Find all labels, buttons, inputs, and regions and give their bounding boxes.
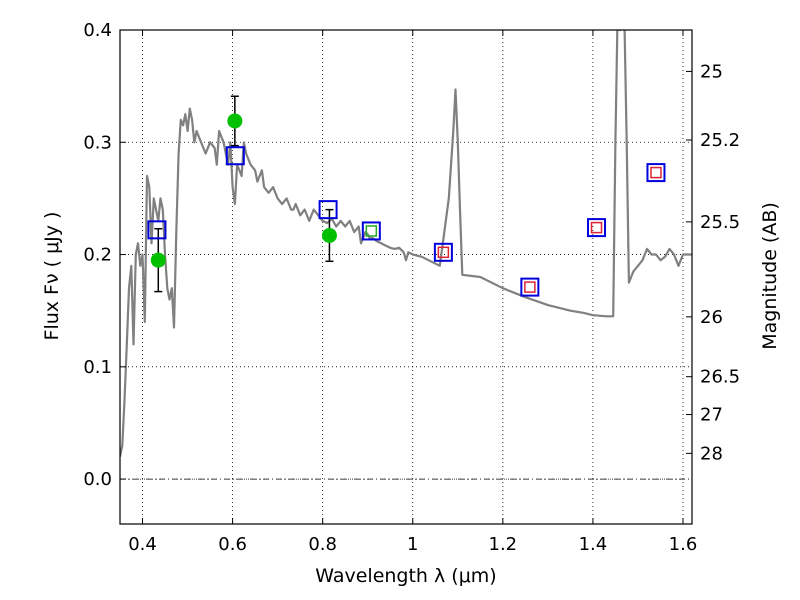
data-point <box>150 252 166 268</box>
model-square <box>147 220 167 240</box>
inner-square <box>524 281 536 293</box>
y-tick-label: 0.3 <box>83 132 112 153</box>
model-square <box>646 163 666 183</box>
x-tick-label: 1.2 <box>489 534 518 555</box>
model-square <box>433 242 453 262</box>
y2-tick-label: 25.2 <box>700 130 740 151</box>
model-square <box>587 218 607 238</box>
y2-tick-label: 26 <box>700 307 723 328</box>
y2-axis-label: Magnitude (AB) <box>759 202 781 350</box>
inner-square <box>590 221 603 234</box>
x-axis-label: Wavelength λ (μm) <box>315 565 496 587</box>
plot-frame <box>119 29 693 525</box>
y-tick-label: 0.2 <box>83 245 112 266</box>
y-axis-label: Flux Fν ( μJy ) <box>41 212 63 341</box>
x-tick-label: 0.6 <box>218 534 247 555</box>
x-tick-label: 0.8 <box>308 534 337 555</box>
x-tick-label: 1.4 <box>579 534 608 555</box>
x-tick-label: 0.4 <box>128 534 157 555</box>
spectrum-line <box>120 30 692 457</box>
model-square <box>520 277 540 297</box>
y-tick-label: 0.1 <box>83 357 112 378</box>
y2-tick-label: 25.5 <box>700 212 740 233</box>
model-square <box>225 146 245 166</box>
inner-square <box>650 166 662 179</box>
data-point <box>321 227 337 243</box>
y2-tick-label: 28 <box>700 443 723 464</box>
model-square <box>361 221 381 241</box>
y2-tick-label: 27 <box>700 405 723 426</box>
inner-square <box>437 246 450 259</box>
y-tick-label: 0.0 <box>83 469 112 490</box>
model-square <box>318 200 338 220</box>
y2-tick-label: 26.5 <box>700 367 740 388</box>
y-tick-label: 0.4 <box>83 20 112 41</box>
x-tick-label: 1.6 <box>669 534 698 555</box>
inner-square <box>365 225 378 237</box>
plot-area <box>120 30 692 457</box>
y2-tick-label: 25 <box>700 61 723 82</box>
x-tick-label: 1 <box>407 534 418 555</box>
data-point <box>227 113 243 129</box>
